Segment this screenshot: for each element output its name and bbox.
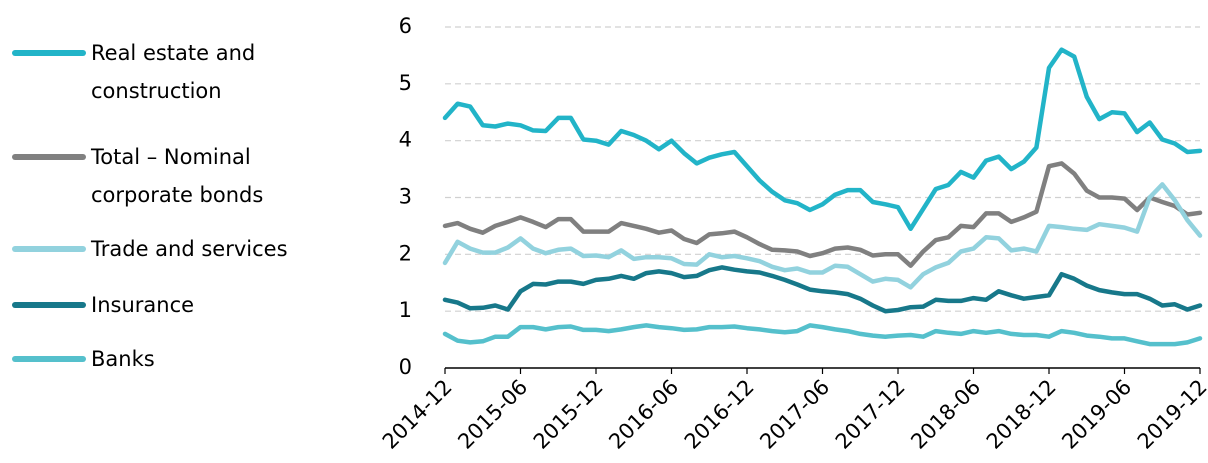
legend-label: Insurance: [91, 293, 195, 317]
y-tick-label: 1: [399, 298, 412, 322]
legend-item: Trade and services: [12, 230, 291, 268]
legend-swatch: [12, 246, 86, 252]
x-tick-label: 2018-06: [906, 375, 985, 454]
legend-swatch: [12, 356, 86, 362]
series-line: [442, 182, 1203, 290]
x-tick-label: 2018-12: [982, 375, 1061, 454]
x-tick-label: 2015-06: [453, 375, 532, 454]
x-tick-label: 2015-12: [529, 375, 608, 454]
legend-item: Banks: [12, 340, 291, 378]
x-tick-label: 2017-12: [831, 375, 910, 454]
legend-swatch: [12, 302, 86, 308]
series-line: [442, 323, 1203, 347]
legend-item: Real estate and construction: [12, 34, 291, 110]
x-tick-label: 2017-06: [755, 375, 834, 454]
series-line: [442, 265, 1203, 314]
legend-label: Total – Nominal corporate bonds: [91, 145, 264, 207]
x-tick-label: 2016-06: [604, 375, 683, 454]
y-tick-label: 3: [399, 185, 412, 209]
x-tick-label: 2019-12: [1133, 375, 1208, 454]
y-tick-label: 4: [399, 128, 412, 152]
legend-swatch: [12, 154, 86, 160]
x-tick-label: 2014-12: [378, 375, 457, 454]
y-tick-label: 6: [399, 14, 412, 38]
series-line: [442, 47, 1203, 232]
legend-item: Total – Nominal corporate bonds: [12, 138, 291, 214]
series-line: [442, 161, 1203, 268]
x-tick-label: 2016-12: [680, 375, 759, 454]
legend-label: Banks: [91, 347, 155, 371]
y-tick-label: 0: [399, 355, 412, 379]
legend-item: Insurance: [12, 286, 291, 324]
legend-swatch: [12, 50, 86, 56]
legend-label: Trade and services: [91, 237, 288, 261]
legend-label: Real estate and construction: [91, 41, 256, 103]
y-tick-label: 2: [399, 241, 412, 265]
y-tick-label: 5: [399, 71, 412, 95]
x-tick-label: 2019-06: [1057, 375, 1136, 454]
